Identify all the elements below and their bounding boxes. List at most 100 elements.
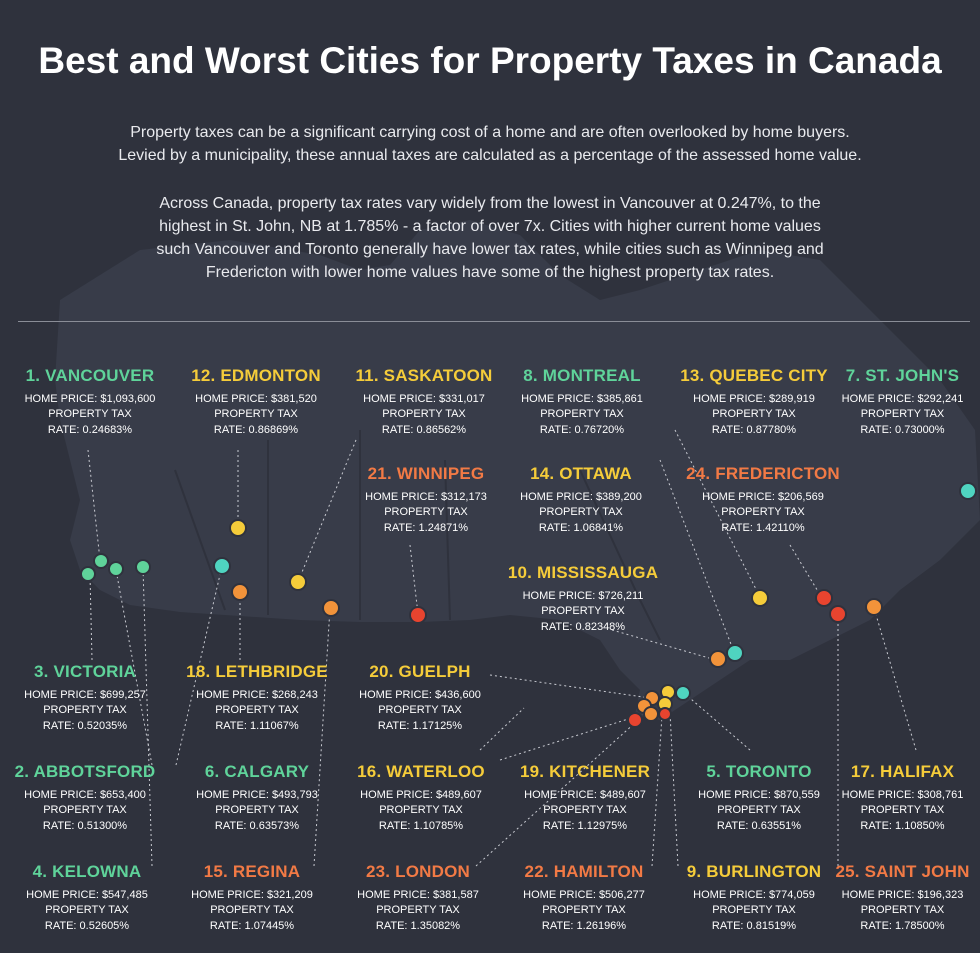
body-line-4: Fredericton with lower home values have …	[205, 264, 775, 281]
city-card-lethbridge: 18. LETHBRIDGE HOME PRICE: $268,243 PROP…	[172, 662, 342, 733]
property-tax-label: PROPERTY TAX	[379, 804, 463, 816]
home-price: HOME PRICE: $321,209	[191, 889, 313, 901]
city-name: 11. SASKATOON	[355, 366, 493, 385]
marker-saint-john	[829, 605, 847, 623]
marker-winnipeg	[409, 606, 427, 624]
city-name: 23. LONDON	[365, 862, 471, 881]
property-tax-label: PROPERTY TAX	[384, 506, 468, 518]
body-line-3: such Vancouver and Toronto generally hav…	[156, 241, 824, 258]
city-name: 18. LETHBRIDGE	[186, 662, 328, 681]
tax-rate: RATE: 0.63551%	[716, 820, 802, 832]
leader-lines	[87, 429, 969, 867]
home-price: HOME PRICE: $1,093,600	[24, 393, 156, 405]
property-tax-label: PROPERTY TAX	[860, 408, 945, 420]
home-price: HOME PRICE: $870,559	[698, 789, 820, 801]
tax-rate: RATE: 0.87780%	[711, 424, 797, 436]
city-name: 7. ST. JOHN'S	[845, 366, 960, 385]
city-name: 24. FREDERICTON	[686, 464, 840, 483]
city-card-waterloo: 16. WATERLOO HOME PRICE: $489,607 PROPER…	[336, 762, 506, 833]
tax-rate: RATE: 0.51300%	[42, 820, 128, 832]
city-card-kitchener: 19. KITCHENER HOME PRICE: $489,607 PROPE…	[500, 762, 670, 833]
city-card-mississauga: 10. MISSISSAUGA HOME PRICE: $726,211 PRO…	[498, 563, 668, 634]
property-tax-label: PROPERTY TAX	[214, 408, 298, 420]
city-card-montreal: 8. MONTREAL HOME PRICE: $385,861 PROPERT…	[497, 366, 667, 437]
tax-rate: RATE: 1.12975%	[542, 820, 628, 832]
city-card-st-johns: 7. ST. JOHN'S HOME PRICE: $292,241 PROPE…	[825, 366, 980, 437]
home-price: HOME PRICE: $196,323	[841, 889, 964, 901]
marker-calgary	[213, 557, 231, 575]
city-name: 13. QUEBEC CITY	[680, 366, 828, 385]
city-card-toronto: 5. TORONTO HOME PRICE: $870,559 PROPERTY…	[674, 762, 844, 833]
property-tax-label: PROPERTY TAX	[43, 804, 127, 816]
property-tax-label: PROPERTY TAX	[539, 506, 623, 518]
tax-rate: RATE: 0.81519%	[711, 920, 797, 932]
marker-regina	[322, 599, 340, 617]
city-card-victoria: 3. VICTORIA HOME PRICE: $699,257 PROPERT…	[0, 662, 170, 733]
city-card-fredericton: 24. FREDERICTON HOME PRICE: $206,569 PRO…	[678, 464, 848, 535]
tax-rate: RATE: 1.07445%	[209, 920, 295, 932]
tax-rate: RATE: 0.86869%	[213, 424, 299, 436]
property-tax-label: PROPERTY TAX	[382, 408, 466, 420]
property-tax-label: PROPERTY TAX	[717, 804, 801, 816]
tax-rate: RATE: 1.17125%	[377, 720, 463, 732]
home-price: HOME PRICE: $289,919	[693, 393, 815, 405]
marker-edmonton	[229, 519, 247, 537]
city-card-hamilton: 22. HAMILTON HOME PRICE: $506,277 PROPER…	[499, 862, 669, 933]
city-name: 3. VICTORIA	[33, 662, 137, 681]
city-card-saskatoon: 11. SASKATOON HOME PRICE: $331,017 PROPE…	[339, 366, 509, 437]
tax-rate: RATE: 1.35082%	[375, 920, 461, 932]
marker-lethbridge	[231, 583, 249, 601]
tax-rate: RATE: 0.63573%	[214, 820, 300, 832]
home-price: HOME PRICE: $206,569	[702, 491, 824, 503]
tax-rate: RATE: 0.82348%	[540, 621, 626, 633]
home-price: HOME PRICE: $331,017	[363, 393, 485, 405]
province-borders	[174, 430, 661, 641]
marker-vancouver	[93, 553, 109, 569]
home-price: HOME PRICE: $436,600	[359, 689, 481, 701]
marker-ottawa	[709, 650, 727, 668]
city-card-vancouver: 1. VANCOUVER HOME PRICE: $1,093,600 PROP…	[5, 366, 175, 437]
property-tax-label: PROPERTY TAX	[210, 904, 294, 916]
city-name: 10. MISSISSAUGA	[507, 563, 659, 582]
tax-rate: RATE: 1.24871%	[383, 522, 469, 534]
city-name: 22. HAMILTON	[524, 862, 644, 881]
city-name: 8. MONTREAL	[523, 366, 641, 385]
tax-rate: RATE: 1.26196%	[541, 920, 627, 932]
city-card-guelph: 20. GUELPH HOME PRICE: $436,600 PROPERTY…	[335, 662, 505, 733]
home-price: HOME PRICE: $726,211	[522, 590, 644, 602]
city-name: 15. REGINA	[203, 862, 301, 881]
home-price: HOME PRICE: $653,400	[24, 789, 146, 801]
divider	[18, 321, 970, 322]
city-name: 1. VANCOUVER	[25, 366, 155, 385]
property-tax-label: PROPERTY TAX	[542, 904, 626, 916]
marker-quebec-city	[751, 589, 769, 607]
home-price: HOME PRICE: $381,587	[357, 889, 479, 901]
property-tax-label: PROPERTY TAX	[712, 408, 796, 420]
tax-rate: RATE: 0.52035%	[42, 720, 128, 732]
home-price: HOME PRICE: $389,200	[520, 491, 642, 503]
home-price: HOME PRICE: $506,277	[523, 889, 645, 901]
property-tax-label: PROPERTY TAX	[860, 804, 945, 816]
marker-toronto	[675, 685, 691, 701]
property-tax-label: PROPERTY TAX	[378, 704, 462, 716]
property-tax-label: PROPERTY TAX	[376, 904, 460, 916]
city-name: 21. WINNIPEG	[367, 464, 485, 483]
home-price: HOME PRICE: $547,485	[26, 889, 148, 901]
tax-rate: RATE: 1.06841%	[538, 522, 624, 534]
city-name: 4. KELOWNA	[32, 862, 142, 881]
city-card-burlington: 9. BURLINGTON HOME PRICE: $774,059 PROPE…	[669, 862, 839, 933]
home-price: HOME PRICE: $292,241	[841, 393, 964, 405]
property-tax-label: PROPERTY TAX	[541, 605, 625, 617]
city-name: 9. BURLINGTON	[686, 862, 822, 881]
city-name: 12. EDMONTON	[191, 366, 321, 385]
marker-victoria	[80, 566, 96, 582]
city-card-saint-john: 25. SAINT JOHN HOME PRICE: $196,323 PROP…	[825, 862, 980, 933]
tax-rate: RATE: 1.10850%	[860, 820, 945, 832]
page-title: Best and Worst Cities for Property Taxes…	[38, 40, 942, 81]
property-tax-label: PROPERTY TAX	[540, 408, 624, 420]
city-card-regina: 15. REGINA HOME PRICE: $321,209 PROPERTY…	[167, 862, 337, 933]
city-card-calgary: 6. CALGARY HOME PRICE: $493,793 PROPERTY…	[172, 762, 342, 833]
marker-montreal	[726, 644, 744, 662]
city-card-quebec-city: 13. QUEBEC CITY HOME PRICE: $289,919 PRO…	[669, 366, 839, 437]
